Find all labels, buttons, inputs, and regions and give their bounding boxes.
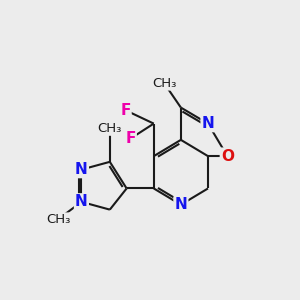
Text: CH₃: CH₃	[152, 76, 176, 89]
Text: CH₃: CH₃	[98, 122, 122, 135]
Text: N: N	[75, 194, 88, 209]
Text: F: F	[125, 131, 136, 146]
Text: N: N	[175, 197, 187, 212]
Text: N: N	[202, 116, 214, 131]
Text: F: F	[120, 103, 130, 118]
Text: O: O	[221, 148, 234, 164]
Text: CH₃: CH₃	[46, 214, 70, 226]
Text: N: N	[75, 162, 88, 177]
